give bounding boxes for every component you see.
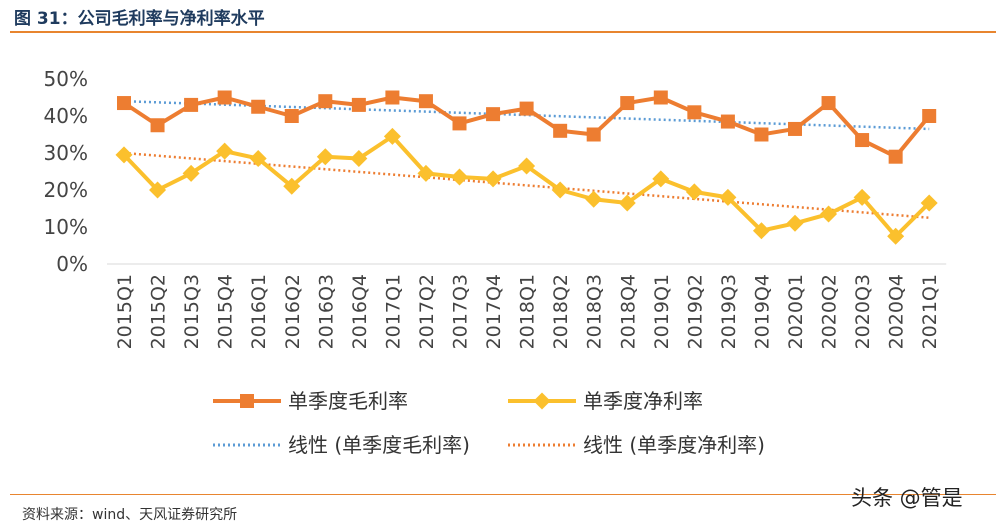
- data-point-diamond: [685, 183, 703, 201]
- x-tick-label: 2018Q1: [517, 274, 539, 349]
- x-tick-label: 2017Q1: [382, 274, 404, 349]
- data-point-square: [251, 99, 266, 114]
- x-tick-label: 2020Q3: [852, 274, 874, 349]
- data-point-diamond: [182, 164, 200, 182]
- data-point-square: [117, 96, 131, 111]
- data-point-square: [418, 94, 433, 109]
- data-point-diamond: [853, 188, 871, 206]
- data-point-diamond: [518, 157, 536, 175]
- x-tick-label: 2015Q3: [181, 274, 203, 349]
- x-tick-label: 2019Q4: [751, 274, 773, 349]
- data-point-square: [620, 96, 635, 111]
- x-tick-label: 2016Q3: [315, 274, 337, 349]
- series-line: [122, 134, 931, 239]
- y-tick-label: 30%: [44, 141, 88, 165]
- data-point-diamond: [920, 194, 938, 212]
- data-point-square: [284, 109, 299, 123]
- x-tick-label: 2018Q3: [584, 274, 606, 349]
- data-point-diamond: [585, 190, 603, 208]
- data-point-square: [855, 133, 870, 148]
- data-point-square: [754, 127, 769, 142]
- legend-label: 线性 (单季度毛利率): [288, 433, 470, 457]
- data-point-square: [788, 121, 802, 136]
- data-point-diamond: [350, 150, 368, 168]
- x-tick-label: 2015Q2: [148, 274, 170, 349]
- x-tick-label: 2018Q4: [617, 274, 639, 349]
- x-tick-label: 2019Q1: [651, 274, 673, 349]
- x-tick-label: 2015Q4: [215, 274, 237, 349]
- x-tick-label: 2017Q3: [450, 274, 472, 349]
- data-point-diamond: [551, 181, 569, 199]
- data-point-square: [452, 116, 467, 131]
- y-tick-label: 50%: [44, 67, 88, 91]
- x-tick-label: 2015Q1: [114, 274, 136, 349]
- data-point-square: [351, 97, 366, 112]
- figure-title: 图 31：公司毛利率与净利率水平: [14, 9, 265, 29]
- x-tick-label: 2019Q3: [718, 274, 740, 349]
- data-point-square: [486, 107, 501, 122]
- legend-label: 单季度毛利率: [288, 389, 408, 413]
- data-point-square: [150, 118, 165, 133]
- data-point-square: [553, 123, 568, 138]
- data-point-diamond: [719, 188, 737, 206]
- data-point-square: [653, 90, 668, 105]
- x-tick-label: 2020Q1: [785, 274, 807, 349]
- watermark-text: 头条 @管是: [851, 486, 963, 510]
- legend-label: 单季度净利率: [583, 389, 703, 413]
- x-tick-label: 2016Q4: [349, 274, 371, 349]
- y-tick-label: 0%: [56, 252, 88, 276]
- data-point-square: [318, 94, 333, 109]
- data-series: [115, 90, 938, 245]
- data-point-square: [720, 114, 735, 129]
- x-tick-label: 2021Q1: [919, 274, 941, 349]
- data-point-square: [385, 90, 400, 105]
- data-point-square: [922, 109, 937, 123]
- data-point-square: [184, 97, 199, 112]
- data-point-square: [519, 101, 534, 116]
- data-point-diamond: [752, 222, 770, 240]
- x-tick-label: 2020Q4: [886, 274, 908, 349]
- data-point-diamond: [417, 164, 435, 182]
- y-tick-label: 10%: [44, 215, 88, 239]
- data-point-diamond: [249, 150, 267, 168]
- data-point-diamond: [652, 170, 670, 188]
- y-tick-label: 20%: [44, 178, 88, 202]
- source-note: 资料来源：wind、天风证券研究所: [22, 507, 238, 523]
- data-point-diamond: [484, 170, 502, 188]
- data-point-square: [586, 127, 601, 142]
- y-axis-ticks: 0% 10% 20% 30% 40% 50%: [44, 67, 88, 276]
- data-point-diamond: [149, 181, 167, 199]
- data-point-diamond: [820, 205, 838, 223]
- data-point-diamond: [618, 194, 636, 212]
- data-point-diamond: [115, 146, 133, 164]
- legend-label: 线性 (单季度净利率): [583, 433, 765, 457]
- x-tick-label: 2020Q2: [819, 274, 841, 349]
- data-point-diamond: [383, 127, 401, 145]
- data-point-square: [821, 96, 836, 111]
- x-axis-ticks: 2015Q1 2015Q2 2015Q3 2015Q4 2016Q1 2016Q2 2016…: [114, 274, 941, 349]
- data-point-square: [687, 105, 702, 120]
- data-point-square: [240, 394, 254, 408]
- y-tick-label: 40%: [44, 104, 88, 128]
- data-point-square: [888, 149, 903, 164]
- data-point-diamond: [451, 168, 468, 186]
- x-tick-label: 2018Q2: [550, 274, 572, 349]
- x-tick-label: 2016Q2: [282, 274, 304, 349]
- x-tick-label: 2016Q1: [248, 274, 270, 349]
- data-point-diamond: [216, 142, 234, 160]
- data-point-diamond: [283, 177, 301, 195]
- data-point-diamond: [533, 392, 551, 410]
- x-tick-label: 2019Q2: [684, 274, 706, 349]
- data-point-square: [217, 90, 232, 105]
- top-divider: [10, 31, 996, 33]
- data-point-diamond: [887, 227, 905, 245]
- data-point-diamond: [316, 148, 334, 166]
- x-tick-label: 2017Q4: [483, 274, 505, 349]
- x-tick-label: 2017Q2: [416, 274, 438, 349]
- bottom-divider: [10, 494, 996, 495]
- data-point-diamond: [786, 214, 804, 232]
